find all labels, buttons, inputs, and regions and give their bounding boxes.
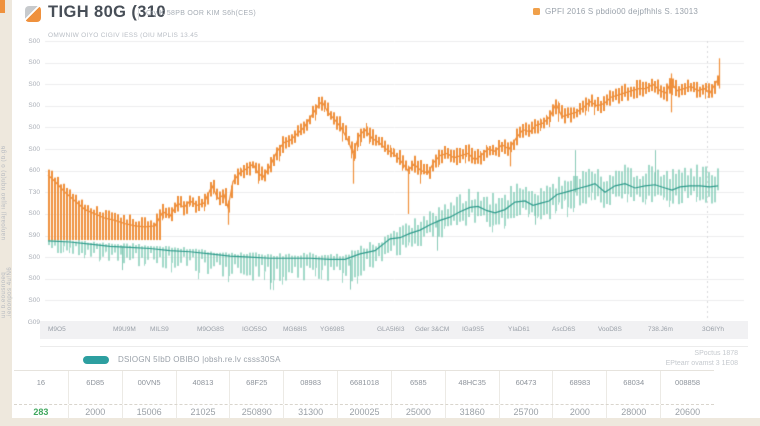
table-cell: 00VN5 <box>121 371 176 404</box>
y-tick-label: S00 <box>28 80 40 88</box>
y-tick-label: S00 <box>28 210 40 218</box>
table-cell: 21025 <box>175 405 230 419</box>
table-cell: 25700 <box>498 405 553 419</box>
bottom-data-table: 16 6D85 00VN5 40813 68F25 08983 6681018 6585 48H… <box>14 370 714 419</box>
legend-label: DSIOGN 5IbD OBIBO |obsh.re.lv csss30SA <box>118 355 281 364</box>
y-tick-label: 600 <box>29 167 40 175</box>
table-cell: 200025 <box>337 405 391 419</box>
table-cell: 250890 <box>229 405 283 419</box>
y-tick-label: S00 <box>28 253 40 261</box>
table-cell: 20600 <box>660 405 714 419</box>
table-cell: 6681018 <box>337 371 391 404</box>
y-axis-title-lower: uu b.eousnoeq .ieoonpos 4u!N6 <box>1 266 13 318</box>
table-cell: 08983 <box>283 371 337 404</box>
y-axis-title-upper: uanjoaajj iajjao nqn(b) o (b.g6 <box>1 145 7 240</box>
table-cell: 25000 <box>390 405 445 419</box>
x-tick-label: MG68IS <box>283 326 307 333</box>
table-cell: 6D85 <box>67 371 122 404</box>
y-tick-label: S00 <box>28 296 40 304</box>
x-tick-label: M9OG8S <box>197 326 225 333</box>
table-cell: 68983 <box>552 371 606 404</box>
table-row-lower: 283 2000 15006 21025 250890 31300 200025 25000 3… <box>14 404 714 419</box>
x-axis-band <box>40 321 748 339</box>
chart-note: OMWNIW OIYO CIGIV IESS (OIU MPLIS 13.45 <box>48 32 199 39</box>
x-tick-label: IGO5SO <box>242 326 267 333</box>
x-tick-label: 3O6IYh <box>702 326 725 333</box>
x-tick-label: Gder 3&CM <box>415 326 450 333</box>
table-cell: 15006 <box>121 405 176 419</box>
table-cell: 2000 <box>67 405 122 419</box>
table-cell: 6585 <box>390 371 445 404</box>
y-tick-label: S90 <box>28 232 40 240</box>
x-tick-label: IGa9S5 <box>462 326 485 333</box>
footer-right-line1: SPoctus 1878 <box>694 350 738 357</box>
table-cell: 40813 <box>175 371 230 404</box>
x-tick-label: M9U9M <box>113 326 136 333</box>
x-tick-label: YG698S <box>320 326 345 333</box>
y-tick-label: S00 <box>28 123 40 131</box>
y-tick-label: T30 <box>28 188 40 196</box>
table-row-upper: 16 6D85 00VN5 40813 68F25 08983 6681018 6585 48H… <box>14 371 714 404</box>
table-cell: 68034 <box>606 371 660 404</box>
legend-swatch[interactable] <box>83 356 109 364</box>
x-tick-label: AscD6S <box>552 326 576 333</box>
table-cell: 2000 <box>552 405 606 419</box>
table-cell: 16 <box>36 378 46 387</box>
x-tick-label: M9O5 <box>48 326 66 333</box>
footer-right-line2: EPtearr ovamst 3 1E08 <box>665 360 738 367</box>
x-tick-label: MILS9 <box>150 326 169 333</box>
y-tick-label: G09 <box>27 318 40 326</box>
table-cell: 008858 <box>660 371 714 404</box>
table-cell: 31300 <box>283 405 337 419</box>
table-cell: 28000 <box>606 405 660 419</box>
separator-line <box>40 346 748 347</box>
x-tick-label: VooD8S <box>598 326 622 333</box>
table-cell: 68F25 <box>229 371 283 404</box>
table-cell: 283 <box>33 407 49 417</box>
footer-right-notes: SPoctus 1878 EPtearr ovamst 3 1E08 <box>666 349 738 369</box>
y-tick-label: S00 <box>28 102 40 110</box>
table-cell: 60473 <box>498 371 553 404</box>
y-tick-label: S00 <box>28 275 40 283</box>
y-tick-label: S00 <box>28 37 40 45</box>
x-tick-label: 738.J6m <box>648 326 673 333</box>
x-tick-label: GLA5I6I3 <box>377 326 405 333</box>
table-cell: 31860 <box>444 405 499 419</box>
y-tick-label: S00 <box>28 145 40 153</box>
y-tick-label: S00 <box>28 59 40 67</box>
table-cell: 48HC35 <box>444 371 499 404</box>
x-tick-label: YIaD61 <box>508 326 530 333</box>
